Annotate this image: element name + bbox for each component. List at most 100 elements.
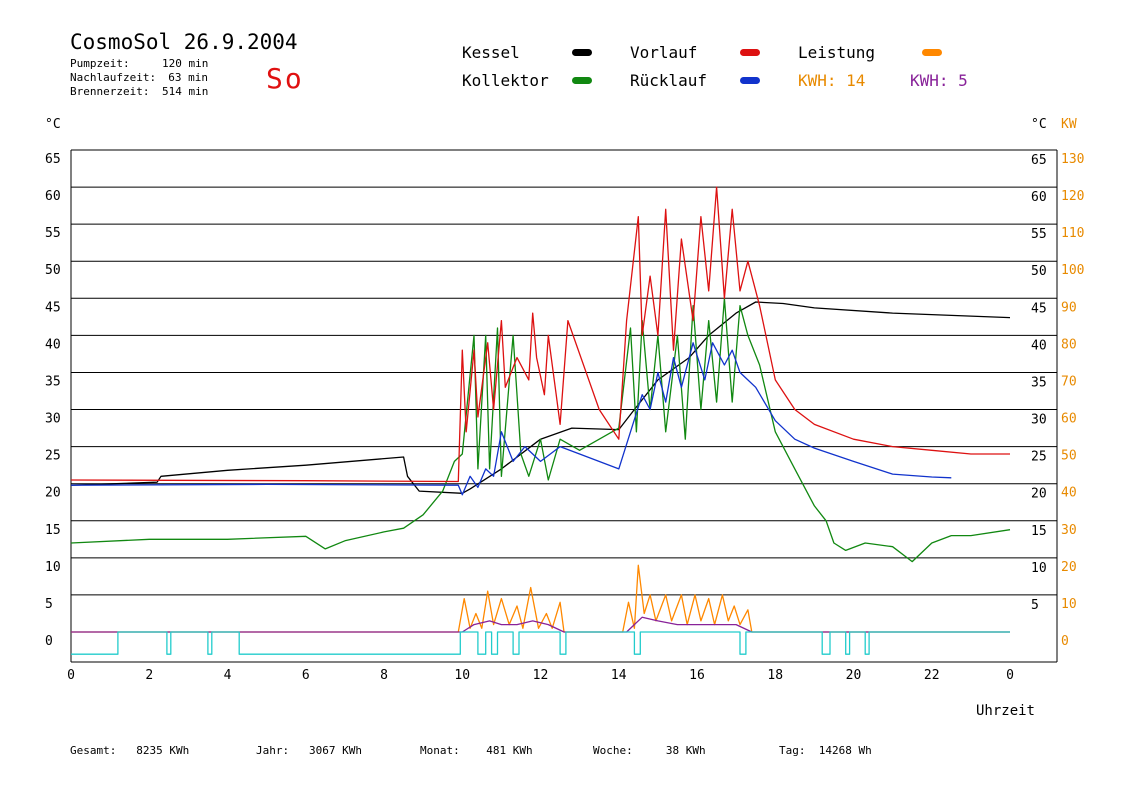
series-kessel — [70, 301, 1011, 494]
x-tick-label: 18 — [767, 668, 783, 683]
x-tick-label: 22 — [924, 668, 940, 683]
y-power-tick-label: 20 — [1061, 560, 1077, 575]
y-left-tick-label: 45 — [45, 300, 61, 315]
y-right-tick-label: 30 — [1031, 413, 1047, 428]
y-power-unit: KW — [1061, 117, 1077, 132]
y-right-unit: °C — [1031, 117, 1047, 132]
legend-vorlauf-label: Vorlauf — [630, 43, 698, 62]
y-power-tick-label: 40 — [1061, 486, 1077, 501]
y-left-tick-label: 60 — [45, 189, 61, 204]
y-power-tick-label: 80 — [1061, 337, 1077, 352]
footer-label: Gesamt: — [70, 744, 117, 757]
x-tick-label: 12 — [533, 668, 549, 683]
footer-label: Woche: — [593, 744, 633, 757]
legend-ruecklauf-label: Rücklauf — [630, 71, 708, 90]
y-left-tick-label: 0 — [45, 634, 53, 649]
y-left-tick-label: 30 — [45, 412, 61, 427]
footer-day: Tag: 14268 Wh — [779, 744, 872, 757]
chart-axes — [70, 150, 1058, 663]
footer-week: Woche: 38 KWh — [593, 744, 706, 757]
x-tick-label: 0 — [67, 668, 75, 683]
y-power-tick-label: 50 — [1061, 449, 1077, 464]
y-power-tick-label: 110 — [1061, 226, 1084, 241]
y-left-unit: °C — [45, 117, 61, 132]
legend-leistung-label: Leistung — [798, 43, 876, 62]
footer-value: 3067 KWh — [309, 744, 362, 757]
footer-label: Monat: — [420, 744, 460, 757]
y-left-tick-label: 10 — [45, 560, 61, 575]
series-pumpe — [71, 631, 1010, 655]
series-r-cklauf — [70, 342, 952, 496]
y-right-tick-label: 60 — [1031, 190, 1047, 205]
series-vorlauf — [70, 186, 1010, 483]
legend-kollektor-swatch — [572, 77, 592, 84]
footer-label: Jahr: — [256, 744, 290, 757]
x-tick-label: 8 — [380, 668, 388, 683]
footer-value: 38 KWh — [665, 744, 706, 757]
y-right-tick-label: 10 — [1031, 561, 1047, 576]
y-right-tick-label: 65 — [1031, 153, 1047, 168]
y-power-tick-label: 10 — [1061, 597, 1077, 612]
x-tick-label: 4 — [224, 668, 232, 683]
stat-label: Nachlaufzeit: — [70, 71, 157, 84]
chart-labels: 6560555045403530252015105065605550454035… — [45, 117, 1084, 719]
stat-label: Brennerzeit: — [70, 85, 150, 98]
x-tick-label: 0 — [1006, 668, 1014, 683]
y-right-tick-label: 55 — [1031, 227, 1047, 242]
y-power-tick-label: 0 — [1061, 634, 1069, 649]
y-power-tick-label: 100 — [1061, 263, 1084, 278]
series-leistung — [71, 564, 1010, 633]
x-tick-label: 6 — [302, 668, 310, 683]
legend-kwh-solar: KWH: 14 — [798, 71, 865, 90]
stat-value: 120 min — [162, 57, 209, 70]
y-left-tick-label: 40 — [45, 337, 61, 352]
legend-kwh-heating: KWH: 5 — [910, 71, 968, 90]
weekday-label: So — [266, 62, 304, 95]
x-tick-label: 10 — [454, 668, 470, 683]
footer-value: 481 KWh — [486, 744, 533, 757]
stat-label: Pumpzeit: — [70, 57, 130, 70]
y-right-tick-label: 20 — [1031, 487, 1047, 502]
stat-value: 63 min — [168, 71, 208, 84]
chart-title: CosmoSol 26.9.2004 — [70, 30, 298, 54]
y-right-tick-label: 45 — [1031, 301, 1047, 316]
y-right-tick-label: 35 — [1031, 375, 1047, 390]
x-tick-label: 2 — [145, 668, 153, 683]
footer-label: Tag: — [779, 744, 806, 757]
y-power-tick-label: 130 — [1061, 152, 1084, 167]
y-left-tick-label: 55 — [45, 226, 61, 241]
legend-kollektor-label: Kollektor — [462, 71, 549, 90]
footer-value: 14268 Wh — [818, 744, 872, 757]
y-power-tick-label: 90 — [1061, 300, 1077, 315]
x-axis-label: Uhrzeit — [976, 703, 1035, 719]
y-right-tick-label: 15 — [1031, 524, 1047, 539]
y-left-tick-label: 50 — [45, 263, 61, 278]
y-right-tick-label: 25 — [1031, 450, 1047, 465]
y-power-tick-label: 120 — [1061, 189, 1084, 204]
legend-leistung-swatch — [922, 49, 942, 56]
stat-value: 514 min — [162, 85, 209, 98]
legend-ruecklauf-swatch — [740, 77, 760, 84]
series-kollektor — [70, 297, 1011, 563]
kwh-value: 14 — [846, 71, 866, 90]
kwh-value: 5 — [958, 71, 968, 90]
y-left-tick-label: 20 — [45, 486, 61, 501]
x-tick-label: 20 — [846, 668, 862, 683]
x-tick-label: 14 — [611, 668, 627, 683]
kwh-label: KWH: — [798, 71, 837, 90]
footer-total: Gesamt: 8235 KWh — [70, 744, 189, 757]
y-left-tick-label: 35 — [45, 374, 61, 389]
footer-month: Monat: 481 KWh — [420, 744, 533, 757]
legend-vorlauf-swatch — [740, 49, 760, 56]
y-right-tick-label: 5 — [1031, 598, 1039, 613]
stat-nachlaufzeit: Nachlaufzeit: 63 min — [70, 71, 208, 85]
y-left-tick-label: 5 — [45, 597, 53, 612]
y-right-tick-label: 50 — [1031, 264, 1047, 279]
y-power-tick-label: 70 — [1061, 374, 1077, 389]
footer-value: 8235 KWh — [136, 744, 190, 757]
y-power-tick-label: 60 — [1061, 412, 1077, 427]
y-right-tick-label: 40 — [1031, 338, 1047, 353]
stat-brennerzeit: Brennerzeit: 514 min — [70, 85, 208, 99]
y-left-tick-label: 15 — [45, 523, 61, 538]
